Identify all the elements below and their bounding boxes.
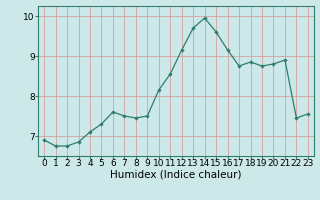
X-axis label: Humidex (Indice chaleur): Humidex (Indice chaleur)	[110, 170, 242, 180]
